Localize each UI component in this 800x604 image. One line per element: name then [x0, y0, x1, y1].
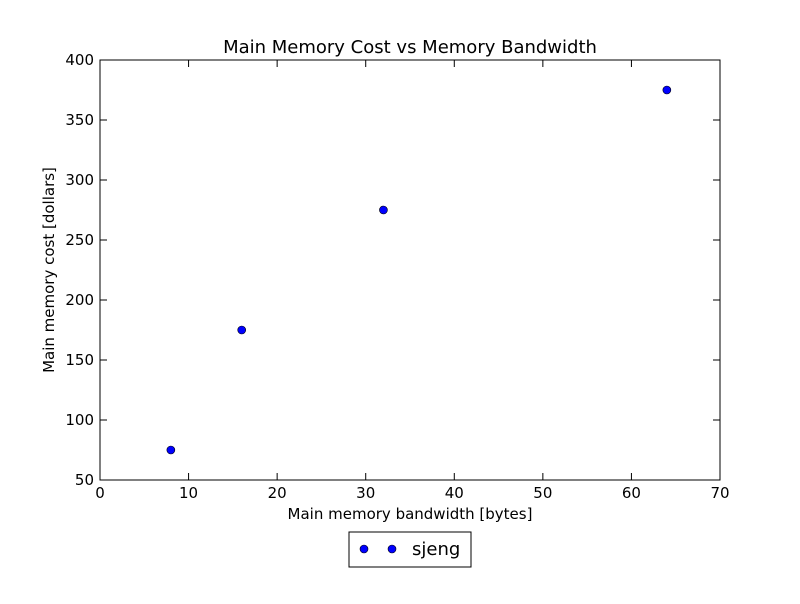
x-tick-label: 40	[445, 484, 464, 502]
data-point	[379, 205, 388, 215]
y-tick-label: 100	[65, 411, 94, 429]
data-point	[662, 85, 672, 95]
plot-area: 0 10 20 30 40 50 60 70 50 100 150 200 250 300 350 400	[65, 51, 729, 502]
legend-marker-right	[387, 544, 397, 554]
x-tick-label: 10	[179, 484, 198, 502]
x-axis-ticks: 0 10 20 30 40 50 60 70	[95, 60, 730, 502]
y-tick-label: 200	[65, 291, 94, 309]
y-tick-label: 50	[75, 471, 94, 489]
legend-label: sjeng	[412, 539, 460, 560]
x-axis-label: Main memory bandwidth [bytes]	[288, 505, 533, 523]
y-axis-label: Main memory cost [dollars]	[40, 167, 58, 373]
y-tick-label: 400	[65, 51, 94, 69]
data-point	[237, 325, 247, 335]
x-tick-label: 50	[533, 484, 552, 502]
y-tick-label: 300	[65, 171, 94, 189]
x-tick-label: 30	[356, 484, 375, 502]
legend-frame	[348, 531, 472, 568]
y-tick-label: 250	[65, 231, 94, 249]
x-tick-label: 20	[268, 484, 287, 502]
y-tick-label: 150	[65, 351, 94, 369]
data-point	[166, 445, 176, 455]
chart-title: Main Memory Cost vs Memory Bandwidth	[223, 37, 597, 58]
x-tick-label: 60	[622, 484, 641, 502]
plot-frame	[99, 59, 721, 481]
legend: sjeng	[348, 531, 472, 568]
x-tick-label: 70	[710, 484, 729, 502]
legend-marker-left	[359, 544, 369, 554]
data-points	[166, 85, 672, 455]
y-axis-ticks: 50 100 150 200 250 300 350 400	[65, 51, 720, 489]
x-tick-label: 0	[95, 484, 105, 502]
y-tick-label: 350	[65, 111, 94, 129]
